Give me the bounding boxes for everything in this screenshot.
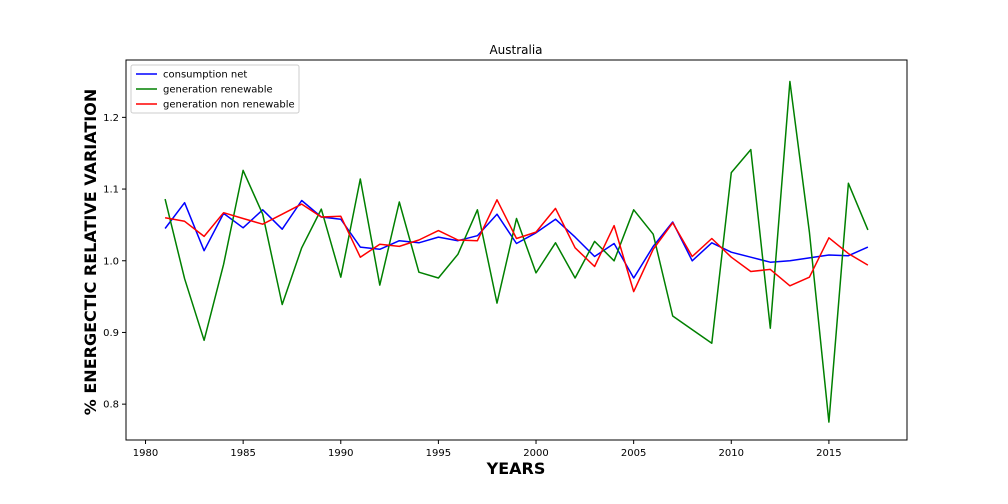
y-tick-label: 0.9 <box>103 328 119 339</box>
x-tick-label: 2005 <box>621 448 646 459</box>
y-tick-label: 0.8 <box>103 400 119 411</box>
x-tick-label: 1980 <box>133 448 158 459</box>
plot-area <box>164 80 869 423</box>
x-tick-label: 2000 <box>523 448 548 459</box>
legend-label: consumption net <box>163 70 247 81</box>
x-tick-label: 1985 <box>230 448 255 459</box>
x-axis: 1980 1985 1990 1995 2000 2005 2010 2015 <box>133 440 842 459</box>
legend-label: generation renewable <box>163 85 273 96</box>
y-tick-label: 1.1 <box>103 185 119 196</box>
y-tick-label: 1.0 <box>103 256 119 267</box>
y-axis: 0.8 0.9 1.0 1.1 1.2 <box>103 113 126 411</box>
legend-label: generation non renewable <box>163 100 295 111</box>
x-tick-label: 1995 <box>426 448 451 459</box>
y-axis-title: % ENERGECTIC RELATIVE VARIATION <box>81 89 100 415</box>
series-line-2 <box>164 80 869 423</box>
x-axis-title: YEARS <box>486 459 546 478</box>
chart-title: Australia <box>489 43 542 57</box>
series-line-1 <box>164 199 869 279</box>
series-line-3 <box>164 199 869 293</box>
plot-frame <box>125 59 908 441</box>
legend: consumption net generation renewable gener… <box>130 64 300 114</box>
x-tick-label: 2010 <box>719 448 744 459</box>
legend-box <box>130 64 300 114</box>
y-tick-label: 1.2 <box>103 113 119 124</box>
x-tick-label: 2015 <box>816 448 841 459</box>
x-tick-label: 1990 <box>328 448 353 459</box>
